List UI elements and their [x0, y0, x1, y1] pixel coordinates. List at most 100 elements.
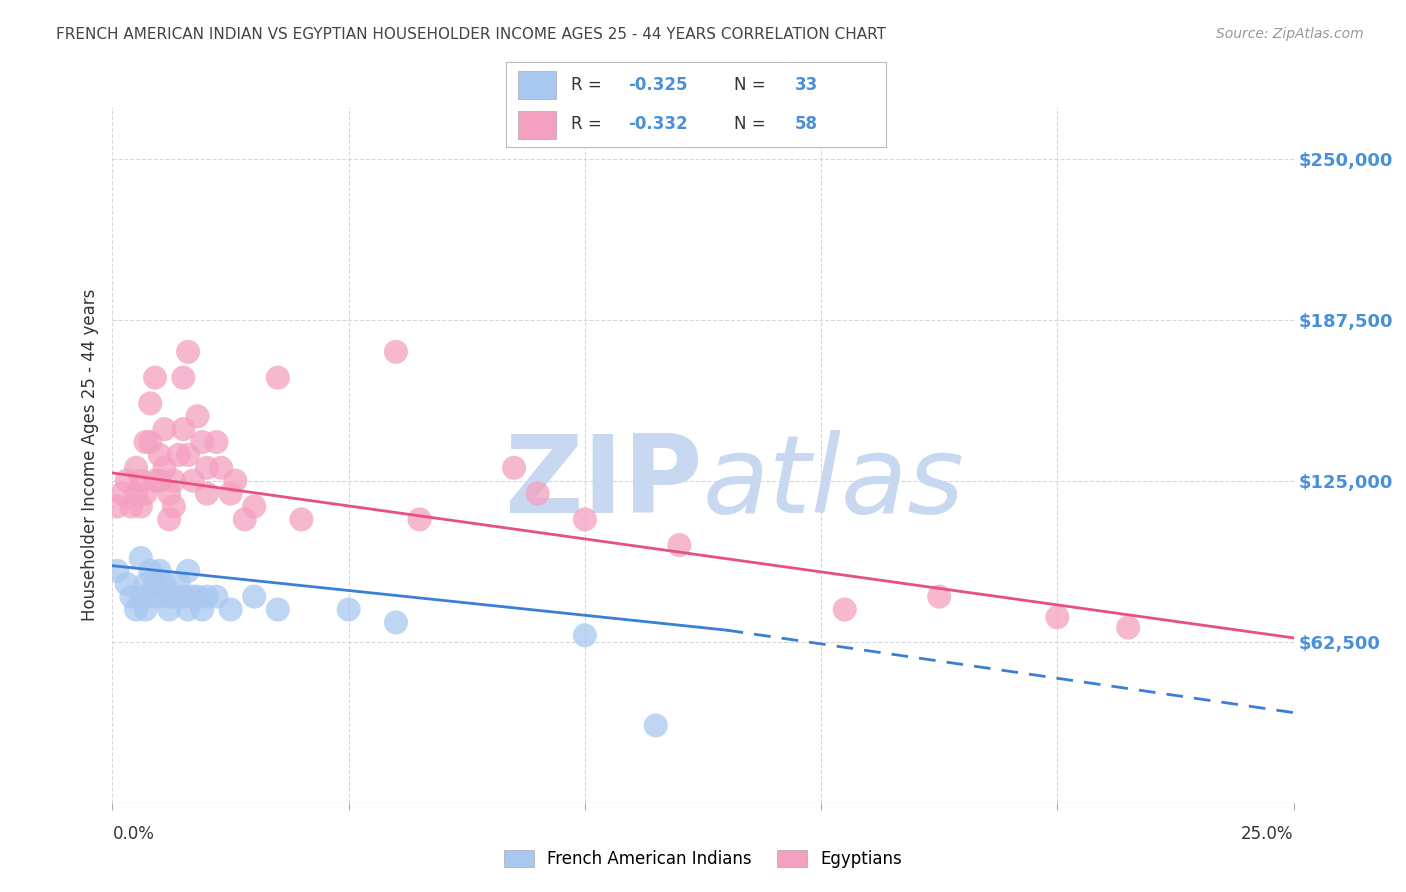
Point: [186, 409, 208, 424]
Point: [139, 564, 162, 578]
Point: [172, 422, 194, 436]
Point: [129, 500, 152, 514]
Point: [129, 474, 152, 488]
Point: [1046, 610, 1069, 624]
Point: [111, 486, 134, 500]
Point: [135, 486, 157, 500]
Text: 25.0%: 25.0%: [1241, 825, 1294, 843]
Point: [157, 486, 180, 500]
Point: [143, 370, 166, 384]
Point: [337, 602, 360, 616]
Point: [163, 474, 186, 488]
Point: [644, 718, 666, 732]
Text: ZIP: ZIP: [505, 430, 703, 536]
Text: N =: N =: [734, 115, 770, 133]
Point: [120, 500, 142, 514]
Point: [219, 486, 242, 500]
Point: [1116, 621, 1139, 635]
Point: [149, 448, 172, 462]
Point: [172, 370, 194, 384]
Point: [191, 435, 214, 450]
Point: [526, 486, 548, 500]
Point: [129, 551, 152, 566]
Point: [153, 422, 176, 436]
Point: [267, 370, 290, 384]
Point: [139, 590, 162, 604]
Text: R =: R =: [571, 115, 607, 133]
Point: [115, 474, 138, 488]
Point: [149, 474, 172, 488]
FancyBboxPatch shape: [517, 71, 555, 99]
Text: 33: 33: [794, 77, 818, 95]
Point: [290, 512, 312, 526]
Point: [125, 486, 148, 500]
Point: [129, 590, 152, 604]
Point: [574, 628, 596, 642]
Point: [143, 576, 166, 591]
Point: [120, 590, 142, 604]
Point: [105, 564, 128, 578]
Point: [105, 500, 128, 514]
Point: [115, 576, 138, 591]
Point: [243, 500, 266, 514]
Text: N =: N =: [734, 77, 770, 95]
Point: [205, 590, 228, 604]
Point: [167, 448, 190, 462]
FancyBboxPatch shape: [517, 111, 555, 139]
Point: [191, 602, 214, 616]
Point: [267, 602, 290, 616]
Point: [385, 344, 408, 359]
Point: [205, 435, 228, 450]
Point: [167, 576, 190, 591]
Point: [224, 474, 246, 488]
Point: [195, 460, 218, 475]
Point: [219, 602, 242, 616]
Point: [408, 512, 430, 526]
Point: [163, 500, 186, 514]
Point: [177, 564, 200, 578]
Point: [172, 590, 194, 604]
Point: [135, 576, 157, 591]
Point: [503, 460, 526, 475]
Point: [153, 460, 176, 475]
Point: [149, 564, 172, 578]
Point: [153, 576, 176, 591]
Point: [149, 590, 172, 604]
Point: [209, 460, 232, 475]
Text: FRENCH AMERICAN INDIAN VS EGYPTIAN HOUSEHOLDER INCOME AGES 25 - 44 YEARS CORRELA: FRENCH AMERICAN INDIAN VS EGYPTIAN HOUSE…: [56, 27, 886, 42]
Point: [125, 602, 148, 616]
Text: 58: 58: [794, 115, 818, 133]
Point: [668, 538, 690, 552]
Point: [928, 590, 950, 604]
Point: [143, 474, 166, 488]
Point: [834, 602, 856, 616]
Point: [157, 602, 180, 616]
Point: [139, 396, 162, 410]
Point: [163, 590, 186, 604]
Point: [125, 460, 148, 475]
Point: [157, 512, 180, 526]
Point: [135, 435, 157, 450]
Point: [139, 435, 162, 450]
Text: atlas: atlas: [703, 430, 965, 535]
Point: [233, 512, 256, 526]
Point: [135, 602, 157, 616]
Point: [177, 602, 200, 616]
Point: [157, 590, 180, 604]
Text: R =: R =: [571, 77, 607, 95]
Point: [195, 590, 218, 604]
Point: [181, 590, 204, 604]
Legend: French American Indians, Egyptians: French American Indians, Egyptians: [498, 843, 908, 874]
Y-axis label: Householder Income Ages 25 - 44 years: Householder Income Ages 25 - 44 years: [80, 289, 98, 621]
Point: [181, 474, 204, 488]
Point: [195, 486, 218, 500]
Point: [186, 590, 208, 604]
Point: [574, 512, 596, 526]
Text: Source: ZipAtlas.com: Source: ZipAtlas.com: [1216, 27, 1364, 41]
Text: -0.325: -0.325: [627, 77, 688, 95]
Point: [177, 448, 200, 462]
Point: [177, 344, 200, 359]
Text: 0.0%: 0.0%: [112, 825, 155, 843]
Text: -0.332: -0.332: [627, 115, 688, 133]
Point: [243, 590, 266, 604]
